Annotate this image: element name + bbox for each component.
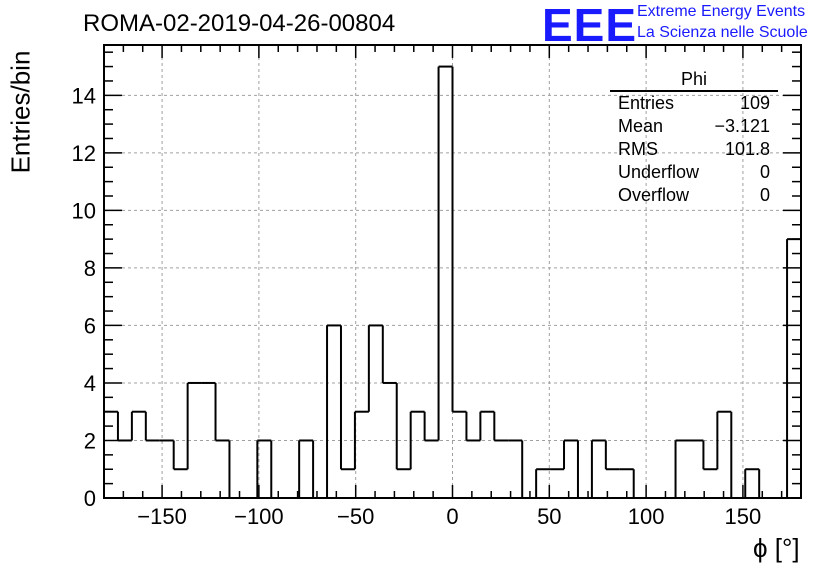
y-axis-label: Entries/bin (5, 50, 36, 174)
stats-value: 0 (759, 162, 770, 182)
stats-label: Entries (618, 93, 675, 113)
y-tick-label: 10 (72, 198, 96, 223)
stats-box: Phi Entries 109 Mean −3.121 RMS 101.8 Un… (610, 68, 778, 207)
y-tick-label: 4 (84, 371, 96, 396)
stats-label: Mean (618, 116, 664, 136)
stats-row-underflow: Underflow 0 (610, 161, 778, 184)
stats-row-rms: RMS 101.8 (610, 138, 778, 161)
x-tick-label: −50 (337, 504, 374, 529)
y-tick-label: 0 (84, 486, 96, 511)
x-tick-label: −150 (137, 504, 187, 529)
y-tick-label: 2 (84, 428, 96, 453)
y-tick-label: 8 (84, 256, 96, 281)
x-tick-label: 100 (628, 504, 665, 529)
stats-label: Underflow (618, 162, 700, 182)
y-tick-label: 14 (72, 83, 96, 108)
stats-value: −3.121 (714, 116, 770, 136)
stats-title: Phi (610, 68, 778, 92)
chart-title: ROMA-02-2019-04-26-00804 (83, 10, 396, 37)
tick-labels: −150 −100 −50 0 50 100 150 0 2 4 6 8 10 12 14 (72, 83, 762, 529)
stats-row-mean: Mean −3.121 (610, 115, 778, 138)
logo-line-1: Extreme Energy Events (637, 3, 806, 20)
logo-line-2: La Scienza nelle Scuole (637, 24, 808, 41)
stats-value: 109 (739, 93, 770, 113)
histogram-series (103, 65, 802, 498)
x-axis-label: ϕ [°] (753, 533, 800, 563)
stats-value: 101.8 (724, 139, 770, 159)
stats-row-entries: Entries 109 (610, 92, 778, 115)
x-tick-label: 0 (446, 504, 458, 529)
x-tick-label: 50 (537, 504, 561, 529)
axes (103, 44, 802, 499)
stats-label: Overflow (618, 185, 690, 205)
eee-logo: EEE (542, 0, 638, 51)
x-tick-label: −100 (234, 504, 284, 529)
stats-label: RMS (618, 139, 658, 159)
stats-value: 0 (759, 185, 770, 205)
x-tick-label: 150 (725, 504, 762, 529)
y-tick-label: 12 (72, 141, 96, 166)
y-tick-label: 6 (84, 313, 96, 338)
stats-row-overflow: Overflow 0 (610, 184, 778, 207)
